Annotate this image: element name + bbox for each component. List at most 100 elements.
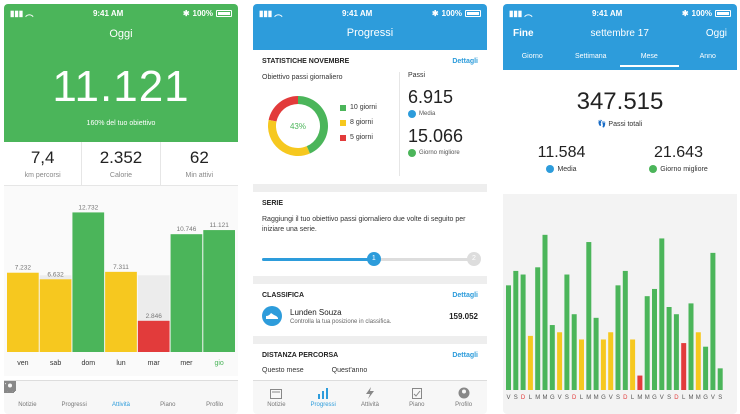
day-bar[interactable] — [72, 212, 105, 352]
day-bar[interactable] — [622, 270, 628, 390]
day-label: dom — [81, 360, 95, 367]
weekday-label: M — [543, 395, 548, 401]
donut-slice — [268, 96, 298, 122]
card-title: DISTANZA PERCORSA — [262, 352, 339, 359]
tab-profile[interactable]: Profilo — [4, 381, 238, 414]
day-bar[interactable] — [630, 339, 636, 390]
tab-label: Progressi — [61, 401, 87, 408]
streak-card: SERIE Raggiungi il tuo obiettivo passi g… — [253, 192, 487, 276]
day-bar[interactable] — [593, 317, 599, 390]
day-bar[interactable] — [571, 314, 577, 390]
weekly-chart[interactable]: 7.232 ven 6.632 sab 12.732 dom 7.311 lun 2.846 ma… — [4, 186, 238, 376]
day-bar[interactable] — [615, 285, 621, 390]
day-bar[interactable] — [105, 271, 137, 352]
tab-plan[interactable]: Piano — [393, 381, 440, 414]
day-label: mar — [148, 360, 161, 367]
tab-month[interactable]: Mese — [620, 53, 679, 67]
day-bar[interactable] — [557, 332, 563, 390]
day-bar[interactable] — [681, 343, 687, 390]
day-bar[interactable] — [673, 314, 679, 390]
day-bar[interactable] — [637, 375, 643, 390]
tab-progress[interactable]: Progressi — [5, 381, 98, 414]
legend-label: 8 giorni — [350, 119, 373, 126]
clipboard-icon — [4, 382, 174, 399]
tab-progress[interactable]: Progressi — [300, 381, 347, 414]
tab-profile[interactable]: Profilo — [440, 381, 487, 414]
weekday-label: S — [616, 395, 620, 401]
stat-distance[interactable]: 7,4 km percorsi — [4, 142, 83, 185]
tab-activity[interactable]: Attività — [347, 381, 394, 414]
tab-news[interactable]: Notizie — [253, 381, 300, 414]
leaderboard-row[interactable]: Lunden Souza Controlla la tua posizione i… — [262, 306, 478, 326]
day-bar[interactable] — [710, 252, 716, 390]
day-bar[interactable] — [688, 303, 694, 390]
today-button[interactable]: Oggi — [705, 28, 727, 39]
day-bar[interactable] — [39, 279, 72, 352]
day-bar[interactable] — [600, 339, 606, 390]
stat-value: 2.352 — [99, 148, 143, 167]
weekday-label: L — [529, 395, 533, 401]
bar-value-label: 10.746 — [176, 226, 196, 233]
day-bar[interactable] — [203, 230, 235, 352]
this-year-label: Quest'anno — [331, 367, 368, 374]
day-bar[interactable] — [549, 325, 555, 390]
tab-day[interactable]: Giorno — [521, 53, 543, 60]
day-bar[interactable] — [666, 307, 672, 390]
details-link[interactable]: Dettagli — [452, 292, 478, 299]
tab-plan[interactable]: Piano — [4, 381, 191, 414]
weekday-label: D — [623, 395, 628, 401]
details-link[interactable]: Dettagli — [452, 58, 478, 65]
goal-label: Obiettivo passi giornaliero — [262, 74, 343, 81]
day-bar[interactable] — [659, 238, 665, 390]
step-count: 11.121 — [52, 62, 190, 111]
bluetooth-icon: ✱ — [182, 8, 190, 18]
streak-step-2: 2 — [467, 252, 481, 266]
stat-calories[interactable]: 2.352 Calorie — [82, 142, 161, 185]
day-bar[interactable] — [695, 332, 701, 390]
day-bar[interactable] — [520, 274, 526, 390]
day-bar[interactable] — [703, 346, 709, 390]
progress-header: ▮▮▮ ︵ 9:41 AM ✱ 100% Progressi — [253, 4, 487, 50]
bar-value-label: 2.846 — [146, 313, 163, 320]
tab-activity[interactable]: Attività — [5, 381, 145, 414]
bar-value-label: 7.232 — [15, 265, 32, 272]
day-bar[interactable] — [579, 339, 584, 390]
day-bar[interactable] — [170, 234, 203, 352]
tab-year[interactable]: Anno — [699, 53, 716, 60]
donut-slice — [268, 119, 310, 156]
legend-label: 10 giorni — [350, 104, 377, 111]
tab-label: Attività — [360, 401, 379, 408]
day-label: ven — [17, 360, 28, 367]
weekday-label: S — [514, 395, 518, 401]
average-steps: 6.915 — [408, 87, 454, 107]
day-label: mer — [180, 360, 193, 367]
day-bar[interactable] — [506, 285, 511, 390]
weekday-label: S — [565, 395, 569, 401]
day-bar[interactable] — [717, 368, 723, 390]
day-bar[interactable] — [513, 270, 519, 390]
progress-content[interactable]: STATISTICHE NOVEMBRE Dettagli Obiettivo p… — [253, 50, 487, 382]
day-bar[interactable] — [608, 332, 614, 390]
stat-active-minutes[interactable]: 62 Min attivi — [161, 142, 238, 185]
day-bar[interactable] — [137, 320, 170, 352]
day-bar[interactable] — [586, 242, 592, 390]
phone-today: ▮▮▮ ︵ 9:41 AM ✱ 100% Oggi 11.121 160% del… — [4, 4, 238, 414]
day-bar[interactable] — [542, 234, 548, 390]
day-bar[interactable] — [535, 267, 541, 390]
best-day-label: Giorno migliore — [660, 165, 708, 173]
day-label: gio — [214, 360, 223, 367]
legend-item: 8 giorni — [340, 119, 377, 126]
status-time: 9:41 AM — [341, 8, 373, 18]
day-bar[interactable] — [644, 296, 650, 390]
day-bar[interactable] — [652, 288, 657, 390]
done-button[interactable]: Fine — [513, 28, 534, 39]
tab-week[interactable]: Settimana — [574, 53, 607, 60]
day-bar[interactable] — [564, 274, 570, 390]
weekday-label: M — [594, 395, 599, 401]
tab-label: Progressi — [310, 401, 336, 408]
day-bar[interactable] — [7, 272, 39, 352]
details-link[interactable]: Dettagli — [452, 352, 478, 359]
day-bar[interactable] — [527, 335, 533, 390]
